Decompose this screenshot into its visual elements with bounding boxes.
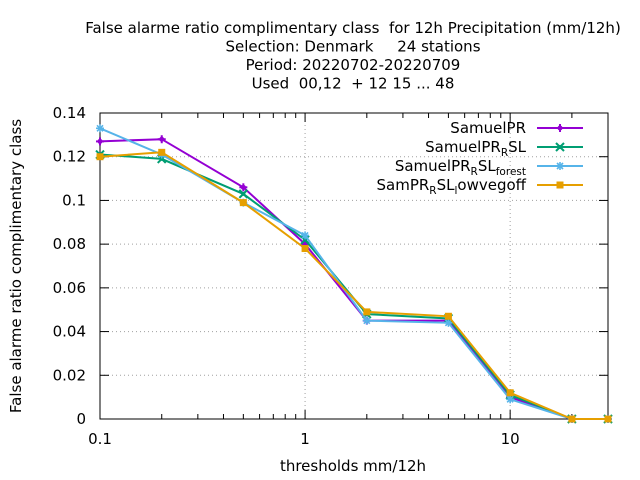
data-point bbox=[301, 231, 310, 240]
data-point bbox=[568, 415, 576, 423]
legend-label-part: l bbox=[454, 185, 457, 197]
y-tick-label: 0 bbox=[76, 410, 86, 428]
data-point bbox=[556, 181, 564, 189]
legend-label: SamuelPRRSL bbox=[425, 138, 527, 159]
x-tick-label: 10 bbox=[501, 430, 520, 448]
y-tick-label: 0.12 bbox=[53, 148, 86, 166]
x-tick-labels: 0.1 1 10 bbox=[88, 430, 520, 448]
data-point bbox=[239, 183, 248, 192]
series-3 bbox=[96, 148, 612, 423]
legend-label-part: R bbox=[501, 147, 508, 159]
legend-label-part: SamuelPR bbox=[425, 138, 501, 156]
data-point bbox=[556, 162, 564, 170]
series-1 bbox=[95, 149, 613, 424]
legend-swatch bbox=[537, 162, 583, 170]
data-point bbox=[444, 312, 452, 320]
legend-label-part: SL bbox=[478, 157, 497, 175]
legend-label-part: SamuelPR bbox=[395, 157, 471, 175]
data-point bbox=[506, 395, 515, 404]
legend-swatch bbox=[537, 181, 583, 189]
data-point bbox=[604, 415, 612, 423]
data-point bbox=[362, 316, 371, 325]
legend-label: SamuelPRRSLforest bbox=[395, 157, 526, 178]
series-line bbox=[99, 138, 608, 420]
series-line bbox=[99, 153, 608, 420]
y-tick-label: 0.02 bbox=[53, 366, 86, 384]
legend-label-part: forest bbox=[496, 166, 526, 178]
data-point bbox=[506, 389, 514, 397]
series-0 bbox=[96, 135, 612, 423]
x-axis-label: thresholds mm/12h bbox=[280, 457, 426, 475]
data-point bbox=[363, 308, 371, 316]
legend-label-part: SL bbox=[437, 176, 456, 194]
plot-frame bbox=[99, 112, 609, 420]
data-point bbox=[555, 142, 565, 152]
data-point bbox=[556, 124, 564, 132]
data-point bbox=[238, 189, 249, 199]
series-2 bbox=[96, 124, 612, 423]
legend-label-part: SamuelPR bbox=[450, 119, 526, 137]
title-line: Period: 20220702-20220709 bbox=[246, 56, 461, 74]
y-tick-label: 0.04 bbox=[53, 323, 86, 341]
legend-label-part: R bbox=[429, 185, 436, 197]
data-point bbox=[158, 148, 166, 156]
chart-title: False alarme ratio complimentary class f… bbox=[85, 19, 621, 93]
legend-label-part: SL bbox=[508, 138, 527, 156]
data-point bbox=[96, 153, 104, 161]
legend-label: SamuelPR bbox=[450, 119, 526, 137]
y-tick-label: 0.06 bbox=[53, 279, 86, 297]
y-tick-label: 0.1 bbox=[62, 191, 86, 209]
data-point bbox=[96, 124, 104, 133]
data-point bbox=[444, 318, 453, 327]
legend-swatch bbox=[537, 124, 583, 132]
legend: SamuelPRSamuelPRRSLSamuelPRRSLforestSamP… bbox=[377, 119, 583, 197]
title-line: Used 00,12 + 12 15 ... 48 bbox=[252, 75, 455, 93]
title-line: False alarme ratio complimentary class f… bbox=[85, 19, 621, 37]
y-tick-label: 0.14 bbox=[53, 104, 86, 122]
y-axis-label: False alarme ratio complimentary class bbox=[7, 119, 25, 413]
data-point bbox=[96, 137, 104, 146]
data-point bbox=[157, 135, 166, 144]
data-point bbox=[301, 245, 309, 253]
title-line: Selection: Denmark 24 stations bbox=[225, 38, 480, 56]
x-tick-label: 1 bbox=[300, 430, 310, 448]
legend-label: SamPRRSLlowvegoff bbox=[377, 176, 527, 197]
y-tick-labels: 0 0.02 0.04 0.06 0.08 0.1 0.12 0.14 bbox=[53, 104, 86, 428]
legend-label-part: owvegoff bbox=[457, 176, 526, 194]
legend-label-part: SamPR bbox=[377, 176, 430, 194]
grid bbox=[100, 113, 608, 419]
data-point bbox=[239, 199, 247, 207]
legend-swatch bbox=[537, 142, 583, 152]
series-line bbox=[99, 151, 608, 420]
y-tick-label: 0.08 bbox=[53, 235, 86, 253]
x-tick-label: 0.1 bbox=[88, 430, 112, 448]
legend-label-part: R bbox=[471, 166, 478, 178]
data-series bbox=[95, 124, 613, 424]
axes bbox=[99, 112, 609, 420]
